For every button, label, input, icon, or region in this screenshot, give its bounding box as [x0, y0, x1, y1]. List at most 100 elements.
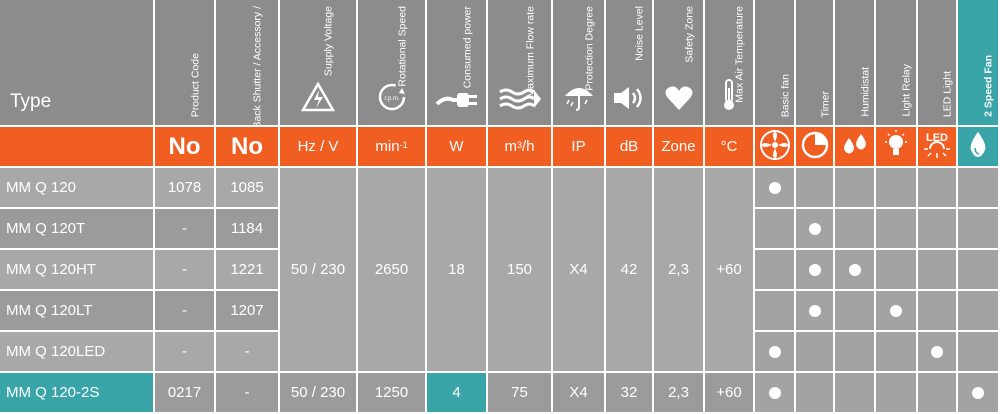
- header-noise-level: Noise Level: [633, 6, 646, 61]
- feature-cell: [918, 373, 956, 412]
- unit-no-label: No: [168, 132, 201, 160]
- header-safety-zone: Safety Zone: [683, 6, 695, 63]
- unit-ip-label: IP: [571, 138, 586, 155]
- rpm-icon: r.p.m.: [375, 82, 409, 117]
- column-header-product-code-shutter: Product Code with Back Shutter / Accesso…: [216, 0, 278, 217]
- shared-spec-voltage: 50 / 230: [280, 168, 356, 371]
- row-code-shutter: -: [244, 384, 250, 401]
- last-row-value-temp: +60: [716, 384, 742, 401]
- last-row-value-zone: 2,3: [668, 384, 689, 401]
- row-code: -: [182, 302, 187, 319]
- last-row-value-noise: 32: [620, 384, 638, 401]
- column-header-timer: Timer: [796, 0, 833, 125]
- last-row-value-ip: X4: [569, 384, 588, 401]
- table-row-code-shutter: 1221: [216, 250, 278, 289]
- airflow-icon: [498, 86, 542, 117]
- header-timer: Timer: [819, 90, 831, 117]
- feature-cell: [835, 209, 874, 248]
- unit-voltage-label: Hz / V: [297, 138, 339, 155]
- thermometer-icon: [719, 78, 739, 117]
- feature-dot: [972, 386, 984, 399]
- feature-cell: [918, 168, 956, 207]
- header-product-code: Product Code: [189, 52, 201, 117]
- row-name: MM Q 120: [6, 179, 77, 196]
- table-row-name: MM Q 120LT: [0, 291, 153, 330]
- row-code: -: [182, 220, 187, 237]
- led-light-icon: LED: [920, 129, 954, 165]
- header-humidistat: Humidistat: [859, 67, 871, 117]
- feature-cell: [835, 373, 874, 412]
- header-basic-fan: Basic fan: [779, 73, 791, 117]
- feature-cell: [958, 250, 998, 289]
- unit-type-blank: [0, 127, 153, 166]
- shared-spec-value-flow: 150: [506, 261, 533, 278]
- unit-power: W: [427, 127, 486, 166]
- shared-spec-zone: 2,3: [654, 168, 703, 371]
- unit-noise-label: dB: [619, 138, 639, 155]
- feature-dot: [808, 222, 821, 235]
- feature-cell: [918, 291, 956, 330]
- heart-icon: [664, 84, 694, 117]
- feature-icon-cell-humidity-drops: [835, 127, 874, 166]
- feature-cell: [755, 332, 794, 371]
- row-code-shutter: -: [244, 343, 250, 360]
- feature-cell: [958, 291, 998, 330]
- feature-cell: [876, 291, 916, 330]
- feature-dot: [808, 304, 821, 317]
- unit-speed-label: min: [375, 138, 400, 155]
- feature-dot: [808, 263, 821, 276]
- table-row-code: -: [155, 209, 214, 248]
- feature-cell: [876, 250, 916, 289]
- feature-cell: [755, 373, 794, 412]
- feature-icon-cell-light-bulb: [876, 127, 916, 166]
- table-row-name: MM Q 120LED: [0, 332, 153, 371]
- shared-spec-value-temp: +60: [716, 261, 742, 278]
- header-max-flow-rate: Maximum Flow rate: [524, 6, 536, 98]
- row-name: MM Q 120T: [6, 220, 86, 237]
- feature-cell: [796, 373, 833, 412]
- timer-icon: [800, 130, 830, 164]
- last-row-spec-speed: 1250: [358, 373, 425, 412]
- header-light-relay: Light Relay: [900, 64, 913, 117]
- table-row-code: -: [155, 250, 214, 289]
- unit-no-product-code-shutter: No: [216, 127, 278, 166]
- light-bulb-icon: [883, 129, 909, 165]
- feature-cell: [755, 168, 794, 207]
- last-row-spec-flow: 75: [488, 373, 551, 412]
- unit-zone-label: Zone: [661, 138, 696, 155]
- table-row-code: -: [155, 332, 214, 371]
- voltage-warning-icon: [300, 81, 336, 117]
- flame-drop-icon: [967, 130, 989, 163]
- feature-dot: [890, 304, 902, 317]
- unit-flow: m 3/h: [488, 127, 551, 166]
- feature-cell: [876, 373, 916, 412]
- unit-no-label: No: [231, 132, 263, 160]
- table-row-code-shutter: -: [216, 332, 278, 371]
- feature-cell: [755, 250, 794, 289]
- shared-spec-temp: +60: [705, 168, 753, 371]
- feature-cell: [835, 332, 874, 371]
- column-header-two-speed-fan: 2 Speed Fan: [958, 0, 998, 125]
- feature-dot: [768, 345, 781, 358]
- shared-spec-noise: 42: [606, 168, 652, 371]
- row-code-shutter: 1207: [230, 302, 264, 319]
- column-header-safety-zone: Safety Zone: [654, 0, 703, 125]
- svg-text:r.p.m.: r.p.m.: [384, 96, 399, 102]
- row-name: MM Q 120LT: [6, 302, 93, 319]
- row-code: 1078: [167, 179, 202, 196]
- table-row-code: 1078: [155, 168, 214, 207]
- header-two-speed-fan: 2 Speed Fan: [982, 55, 995, 117]
- row-code: 0217: [167, 384, 202, 401]
- feature-cell: [796, 209, 833, 248]
- last-row-value-power: 4: [452, 384, 461, 401]
- row-name: MM Q 120-2S: [6, 384, 100, 401]
- last-row-spec-power: 4: [427, 373, 486, 412]
- feature-icon-cell-timer: [796, 127, 833, 166]
- column-header-max-flow-rate: Maximum Flow rate: [488, 0, 551, 125]
- feature-cell: [958, 332, 998, 371]
- feature-cell: [755, 291, 794, 330]
- last-row-spec-zone: 2,3: [654, 373, 703, 412]
- header-rotational-speed: Rotational Speed: [396, 6, 408, 87]
- feature-cell: [876, 209, 916, 248]
- feature-cell: [796, 250, 833, 289]
